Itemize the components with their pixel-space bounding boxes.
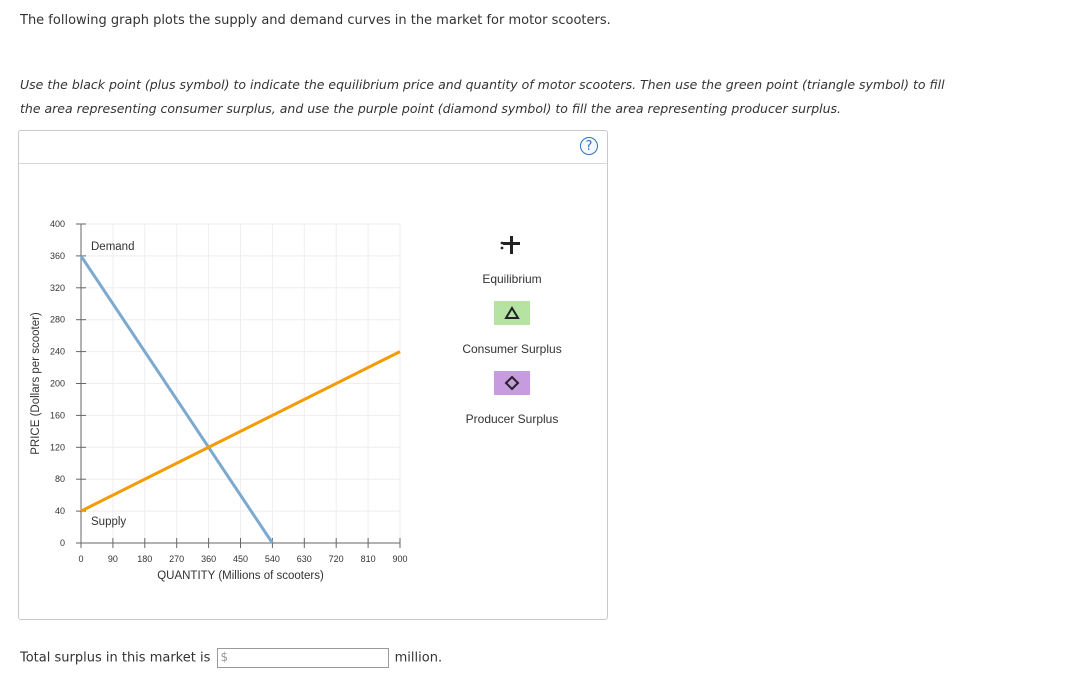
total-surplus-suffix: million.: [394, 650, 443, 666]
x-tick-label: 90: [108, 554, 118, 564]
y-tick-label: 40: [55, 506, 65, 516]
y-tick-label: 240: [50, 347, 65, 357]
instructions: Use the black point (plus symbol) to ind…: [20, 73, 980, 121]
y-tick-label: 320: [50, 283, 65, 293]
intro-text: The following graph plots the supply and…: [20, 13, 611, 28]
x-tick-label: 450: [233, 554, 248, 564]
plus-icon[interactable]: [499, 233, 523, 257]
panel-toolbar: ?: [19, 131, 607, 164]
diamond-icon: [504, 375, 520, 391]
supply-curve: [80, 350, 401, 513]
equilibrium-label: Equilibrium: [482, 272, 542, 286]
x-tick-label: 900: [392, 554, 407, 564]
help-icon[interactable]: ?: [580, 137, 598, 155]
supply-label: Supply: [91, 516, 126, 528]
consumer-surplus-label: Consumer Surplus: [462, 342, 562, 356]
y-tick-label: 200: [50, 379, 65, 389]
instruction-line-2: the area representing consumer surplus, …: [20, 101, 842, 116]
y-tick-label: 400: [50, 219, 65, 229]
x-tick-label: 720: [329, 554, 344, 564]
triangle-icon: [504, 306, 520, 319]
y-tick-label: 120: [50, 442, 65, 452]
x-tick-label: 360: [201, 554, 216, 564]
y-axis-title: PRICE (Dollars per scooter): [30, 312, 42, 455]
total-surplus-input[interactable]: [231, 650, 386, 668]
demand-label: Demand: [91, 241, 134, 253]
x-tick-label: 180: [137, 554, 152, 564]
y-tick-label: 80: [55, 474, 65, 484]
y-tick-label: 360: [50, 251, 65, 261]
x-tick-label: 810: [361, 554, 376, 564]
x-tick-label: 630: [297, 554, 312, 564]
total-surplus-prefix: Total surplus in this market is: [20, 650, 211, 666]
producer-surplus-label: Producer Surplus: [465, 412, 559, 426]
supply-demand-chart[interactable]: 0 40 80 120 160 200 240 280 320 360 400 0 90 180 270 36…: [19, 131, 607, 619]
x-tick-label: 0: [78, 554, 83, 564]
x-tick-label: 540: [265, 554, 280, 564]
x-tick-label: 270: [169, 554, 184, 564]
y-tick-label: 0: [60, 538, 65, 548]
y-tick-label: 280: [50, 315, 65, 325]
total-surplus-row: Total surplus in this market is $ millio…: [20, 648, 442, 668]
consumer-surplus-swatch[interactable]: [494, 301, 530, 325]
dollar-sign: $: [220, 650, 229, 664]
y-tick-label: 160: [50, 410, 65, 420]
demand-curve: [79, 255, 274, 544]
total-surplus-field[interactable]: $: [216, 648, 389, 668]
graph-panel: ? 0 40 80 120 160 200 240 280 320 360 400 0 90 180 270…: [18, 130, 608, 620]
instruction-line-1: Use the black point (plus symbol) to ind…: [20, 77, 945, 92]
producer-surplus-swatch[interactable]: [494, 371, 530, 395]
x-axis-title: QUANTITY (Millions of scooters): [157, 570, 324, 582]
